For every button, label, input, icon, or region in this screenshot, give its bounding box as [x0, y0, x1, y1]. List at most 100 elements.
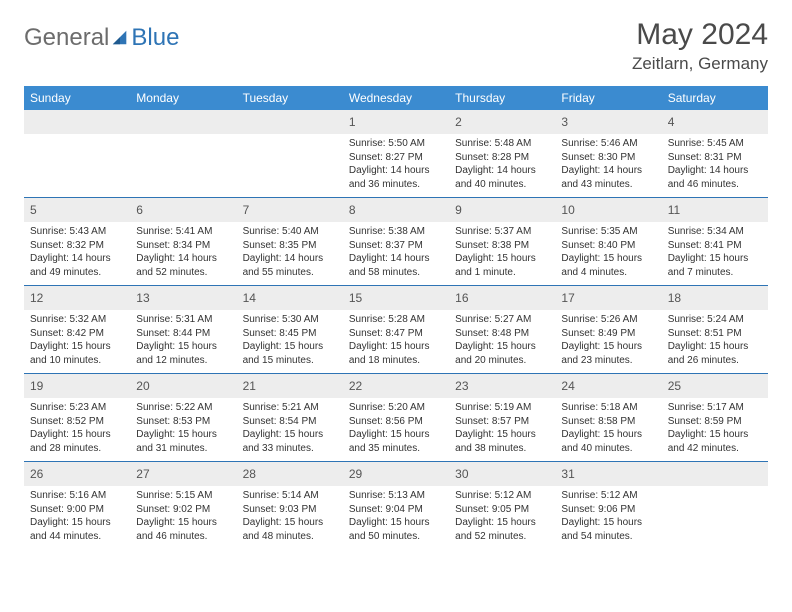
daylight-text: Daylight: 15 hours and 40 minutes.: [561, 428, 655, 455]
daylight-text: Daylight: 15 hours and 50 minutes.: [349, 516, 443, 543]
day-details: Sunrise: 5:13 AMSunset: 9:04 PMDaylight:…: [343, 486, 449, 549]
day-number-row: 3: [555, 110, 661, 134]
daylight-text: Daylight: 15 hours and 20 minutes.: [455, 340, 549, 367]
day-details: Sunrise: 5:45 AMSunset: 8:31 PMDaylight:…: [662, 134, 768, 197]
sunrise-text: Sunrise: 5:34 AM: [668, 225, 762, 239]
day-cell: 1Sunrise: 5:50 AMSunset: 8:27 PMDaylight…: [343, 110, 449, 197]
sunset-text: Sunset: 8:53 PM: [136, 415, 230, 429]
day-number: 19: [30, 379, 43, 393]
title-block: May 2024 Zeitlarn, Germany: [632, 18, 768, 74]
day-details: Sunrise: 5:15 AMSunset: 9:02 PMDaylight:…: [130, 486, 236, 549]
day-cell: 10 Sunrise: 5:35 AMSunset: 8:40 PMDayligh…: [555, 198, 661, 285]
sunset-text: Sunset: 8:41 PM: [668, 239, 762, 253]
day-cell: 29Sunrise: 5:13 AMSunset: 9:04 PMDayligh…: [343, 462, 449, 549]
sunset-text: Sunset: 8:51 PM: [668, 327, 762, 341]
sunset-text: Sunset: 9:00 PM: [30, 503, 124, 517]
day-number-row: 6: [130, 198, 236, 222]
sunrise-text: Sunrise: 5:30 AM: [243, 313, 337, 327]
day-header: Monday: [130, 86, 236, 110]
day-cell: 3Sunrise: 5:46 AMSunset: 8:30 PMDaylight…: [555, 110, 661, 197]
day-number: 12: [30, 291, 43, 305]
sunset-text: Sunset: 8:47 PM: [349, 327, 443, 341]
day-number: 31: [561, 467, 574, 481]
daylight-text: Daylight: 15 hours and 28 minutes.: [30, 428, 124, 455]
day-cell: 22Sunrise: 5:20 AMSunset: 8:56 PMDayligh…: [343, 374, 449, 461]
day-details: Sunrise: 5:26 AMSunset: 8:49 PMDaylight:…: [555, 310, 661, 373]
day-number-row: 11: [662, 198, 768, 222]
sunset-text: Sunset: 9:02 PM: [136, 503, 230, 517]
calendar-page: General Blue May 2024 Zeitlarn, Germany …: [0, 0, 792, 567]
daylight-text: Daylight: 14 hours and 40 minutes.: [455, 164, 549, 191]
day-number: 14: [243, 291, 256, 305]
day-cell: 13Sunrise: 5:31 AMSunset: 8:44 PMDayligh…: [130, 286, 236, 373]
sunrise-text: Sunrise: 5:38 AM: [349, 225, 443, 239]
month-title: May 2024: [632, 18, 768, 52]
sunset-text: Sunset: 8:28 PM: [455, 151, 549, 165]
day-cell: [237, 110, 343, 197]
day-cell: 27Sunrise: 5:15 AMSunset: 9:02 PMDayligh…: [130, 462, 236, 549]
day-details: Sunrise: 5:35 AMSunset: 8:40 PMDaylight:…: [555, 222, 661, 285]
day-number: 15: [349, 291, 362, 305]
daylight-text: Daylight: 15 hours and 7 minutes.: [668, 252, 762, 279]
day-cell: 6Sunrise: 5:41 AMSunset: 8:34 PMDaylight…: [130, 198, 236, 285]
sunset-text: Sunset: 8:30 PM: [561, 151, 655, 165]
day-cell: 12 Sunrise: 5:32 AMSunset: 8:42 PMDayligh…: [24, 286, 130, 373]
day-number-row: 19: [24, 374, 130, 398]
day-details: Sunrise: 5:32 AMSunset: 8:42 PMDaylight:…: [24, 310, 130, 373]
daylight-text: Daylight: 15 hours and 10 minutes.: [30, 340, 124, 367]
sunrise-text: Sunrise: 5:28 AM: [349, 313, 443, 327]
week-row: 12 Sunrise: 5:32 AMSunset: 8:42 PMDayligh…: [24, 285, 768, 373]
day-number-row: 22: [343, 374, 449, 398]
day-number-row: 25: [662, 374, 768, 398]
daylight-text: Daylight: 15 hours and 35 minutes.: [349, 428, 443, 455]
sunrise-text: Sunrise: 5:16 AM: [30, 489, 124, 503]
sunrise-text: Sunrise: 5:45 AM: [668, 137, 762, 151]
day-number-row: 26: [24, 462, 130, 486]
daylight-text: Daylight: 14 hours and 55 minutes.: [243, 252, 337, 279]
daylight-text: Daylight: 15 hours and 12 minutes.: [136, 340, 230, 367]
day-details: Sunrise: 5:12 AMSunset: 9:06 PMDaylight:…: [555, 486, 661, 549]
day-details: Sunrise: 5:14 AMSunset: 9:03 PMDaylight:…: [237, 486, 343, 549]
day-number: 8: [349, 203, 356, 217]
sunset-text: Sunset: 9:04 PM: [349, 503, 443, 517]
daylight-text: Daylight: 15 hours and 18 minutes.: [349, 340, 443, 367]
day-details: Sunrise: 5:38 AMSunset: 8:37 PMDaylight:…: [343, 222, 449, 285]
daylight-text: Daylight: 15 hours and 1 minute.: [455, 252, 549, 279]
sunrise-text: Sunrise: 5:26 AM: [561, 313, 655, 327]
day-details: Sunrise: 5:20 AMSunset: 8:56 PMDaylight:…: [343, 398, 449, 461]
day-number-row: 1: [343, 110, 449, 134]
day-number: 10: [561, 203, 574, 217]
week-row: 26 Sunrise: 5:16 AMSunset: 9:00 PM Dayligh…: [24, 461, 768, 549]
day-cell: 25Sunrise: 5:17 AMSunset: 8:59 PMDayligh…: [662, 374, 768, 461]
sunset-text: Sunset: 8:54 PM: [243, 415, 337, 429]
day-number-row: 30: [449, 462, 555, 486]
day-number: 4: [668, 115, 675, 129]
logo-text-blue: Blue: [131, 24, 179, 52]
day-cell: 20Sunrise: 5:22 AMSunset: 8:53 PMDayligh…: [130, 374, 236, 461]
day-number: 5: [30, 203, 37, 217]
daylight-text: Daylight: 14 hours and 43 minutes.: [561, 164, 655, 191]
day-details: Sunrise: 5:41 AMSunset: 8:34 PMDaylight:…: [130, 222, 236, 285]
day-number-row: [237, 110, 343, 134]
day-number: 30: [455, 467, 468, 481]
day-cell: 18Sunrise: 5:24 AMSunset: 8:51 PMDayligh…: [662, 286, 768, 373]
daylight-text: Daylight: 15 hours and 38 minutes.: [455, 428, 549, 455]
day-number: 26: [30, 467, 43, 481]
day-details: Sunrise: 5:40 AMSunset: 8:35 PMDaylight:…: [237, 222, 343, 285]
day-number-row: 16: [449, 286, 555, 310]
day-number: [30, 115, 33, 129]
day-number-row: 15: [343, 286, 449, 310]
location-label: Zeitlarn, Germany: [632, 54, 768, 74]
sunset-text: Sunset: 8:58 PM: [561, 415, 655, 429]
day-number: [668, 467, 671, 481]
day-cell: 4 Sunrise: 5:45 AMSunset: 8:31 PMDaylight…: [662, 110, 768, 197]
sunset-text: Sunset: 9:05 PM: [455, 503, 549, 517]
calendar: SundayMondayTuesdayWednesdayThursdayFrid…: [24, 86, 768, 549]
day-number-row: 21: [237, 374, 343, 398]
day-number: [136, 115, 139, 129]
logo: General Blue: [24, 24, 179, 52]
day-headers-row: SundayMondayTuesdayWednesdayThursdayFrid…: [24, 86, 768, 110]
day-details: Sunrise: 5:28 AMSunset: 8:47 PMDaylight:…: [343, 310, 449, 373]
day-number-row: 24: [555, 374, 661, 398]
daylight-text: Daylight: 14 hours and 36 minutes.: [349, 164, 443, 191]
